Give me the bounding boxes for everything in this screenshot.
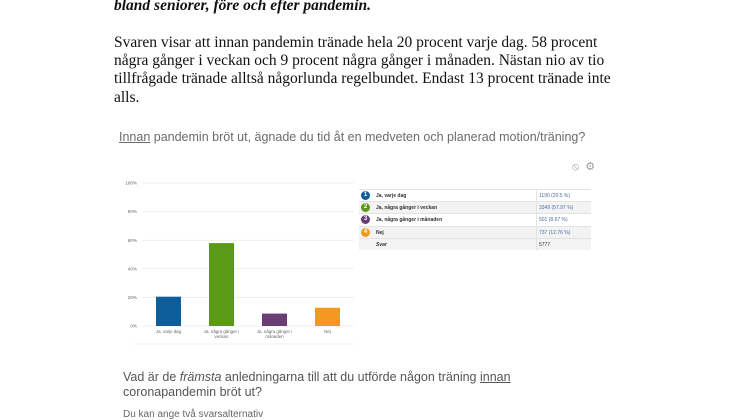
x-tick-label: Ja, varje dag bbox=[156, 329, 182, 334]
results-table: 1 Ja, varje dag 1190 (20.5 %) 2 Ja, några gå… bbox=[359, 189, 591, 250]
option-count[interactable]: 501 (8.67 %) bbox=[539, 217, 568, 224]
option-count[interactable]: 1190 (20.5 %) bbox=[539, 193, 571, 199]
column-divider bbox=[536, 238, 537, 250]
y-tick-label: 20% bbox=[128, 295, 137, 300]
bar-1 bbox=[156, 296, 181, 326]
x-tick-label: Ja, några gånger i veckan bbox=[204, 329, 239, 339]
option-count[interactable]: 3349 (57.97 %) bbox=[539, 205, 574, 212]
gear-icon[interactable]: ⚙ bbox=[585, 160, 596, 173]
option-count[interactable]: 737 (12.76 %) bbox=[539, 229, 571, 236]
eye-slash-icon[interactable]: ⦸ bbox=[572, 160, 580, 173]
option-number-badge: 2 bbox=[361, 203, 370, 213]
heading-tail: bland seniorer, före och efter pandemin. bbox=[114, 0, 372, 14]
body-paragraph: Svaren visar att innan pandemin tränade … bbox=[114, 34, 611, 106]
chart-toolbar: ⦸ ⚙ bbox=[572, 160, 601, 174]
question-underlined-word: Innan bbox=[119, 130, 151, 144]
question-text: pandemin bröt ut, ägnade du tid åt en me… bbox=[150, 130, 586, 144]
y-tick-label: 0% bbox=[130, 324, 137, 329]
x-tick-label: Nej bbox=[324, 329, 331, 334]
bar-3 bbox=[262, 313, 287, 326]
results-row: 3 Ja, några gånger i månaden 501 (8.67 %) bbox=[359, 213, 591, 226]
option-number-badge: 4 bbox=[361, 227, 370, 237]
column-divider bbox=[536, 214, 537, 226]
results-row: 4 Nej 737 (12.76 %) bbox=[359, 225, 591, 238]
option-label: Ja, några gånger i månaden bbox=[376, 217, 443, 224]
total-value: 5777 bbox=[539, 241, 551, 248]
y-tick-label: 40% bbox=[128, 266, 137, 271]
column-divider bbox=[536, 202, 537, 214]
total-label: Svar bbox=[376, 241, 387, 248]
y-tick-label: 100% bbox=[125, 181, 137, 186]
bar-4 bbox=[315, 307, 340, 326]
q2-emphasis: främsta bbox=[179, 370, 222, 384]
survey-question-2: Vad är de främsta anledningarna till att… bbox=[123, 370, 563, 400]
bar-2 bbox=[209, 243, 234, 326]
survey-question-1: Innan pandemin bröt ut, ägnade du tid åt… bbox=[119, 130, 585, 144]
column-divider bbox=[536, 190, 537, 202]
q2-part2: anledningarna till att du utförde någon … bbox=[221, 370, 480, 384]
answer-hint: Du kan ange två svarsalternativ bbox=[123, 409, 264, 420]
results-total-row: Svar 5777 bbox=[359, 237, 591, 250]
bar-chart: 0% 20% 40% 60% 80% 100% Ja, varje dag Ja, några… bbox=[125, 181, 354, 345]
q2-part3: coronapandemin bröt ut? bbox=[123, 385, 262, 399]
q2-part1: Vad är de bbox=[123, 370, 180, 384]
y-tick-label: 80% bbox=[128, 209, 137, 214]
results-row: 2 Ja, några gånger i veckan 3349 (57.97 %) bbox=[359, 201, 591, 214]
option-number-badge: 1 bbox=[361, 191, 370, 200]
option-number-badge: 3 bbox=[361, 215, 370, 225]
y-tick-label: 60% bbox=[128, 238, 137, 243]
option-label: Ja, varje dag bbox=[376, 193, 407, 199]
option-label: Ja, några gånger i veckan bbox=[376, 205, 438, 212]
column-divider bbox=[536, 226, 537, 238]
q2-underlined: innan bbox=[479, 370, 511, 384]
results-row: 1 Ja, varje dag 1190 (20.5 %) bbox=[359, 189, 591, 202]
option-label: Nej bbox=[376, 229, 384, 236]
x-tick-label: Ja, några gånger i månaden bbox=[257, 329, 292, 339]
